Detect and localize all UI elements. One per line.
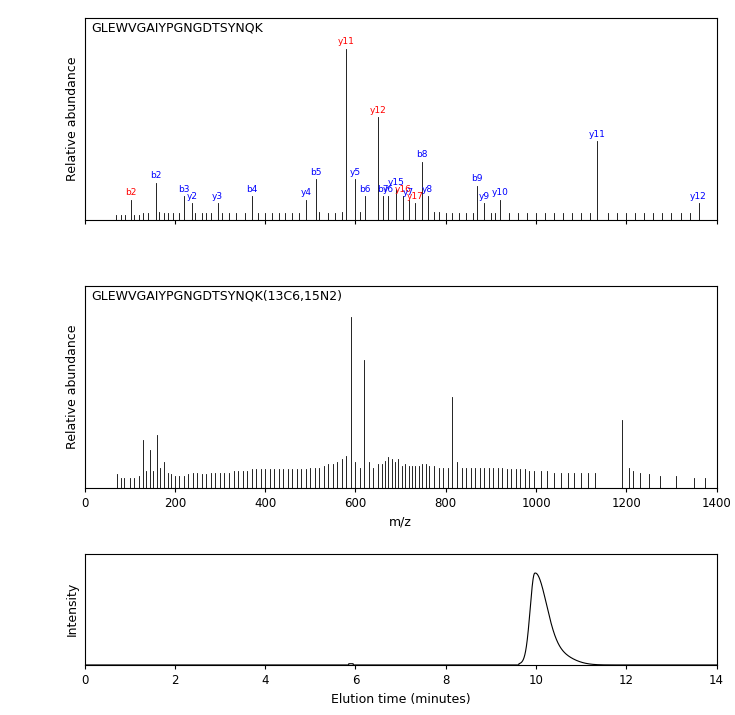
Text: b4: b4 bbox=[246, 184, 257, 194]
Text: y2: y2 bbox=[187, 192, 198, 201]
Y-axis label: Intensity: Intensity bbox=[66, 582, 79, 636]
Text: y11: y11 bbox=[589, 130, 606, 139]
Text: y17: y17 bbox=[407, 192, 424, 201]
Text: y15: y15 bbox=[387, 178, 404, 187]
Text: b9: b9 bbox=[472, 174, 483, 184]
Text: b8: b8 bbox=[417, 150, 428, 159]
Text: y8: y8 bbox=[422, 184, 433, 194]
Text: y9: y9 bbox=[478, 192, 490, 201]
Text: y12: y12 bbox=[690, 192, 707, 201]
Text: y3: y3 bbox=[212, 192, 223, 201]
Text: b2: b2 bbox=[150, 171, 162, 180]
Text: b5: b5 bbox=[310, 167, 322, 177]
Y-axis label: Relative abundance: Relative abundance bbox=[66, 325, 79, 449]
Text: y12: y12 bbox=[370, 106, 387, 115]
Text: GLEWVGAIYPGNGDTSYNQK: GLEWVGAIYPGNGDTSYNQK bbox=[91, 22, 262, 35]
Text: GLEWVGAIYPGNGDTSYNQK(13C6,15N2): GLEWVGAIYPGNGDTSYNQK(13C6,15N2) bbox=[91, 290, 342, 302]
Text: y4: y4 bbox=[301, 188, 311, 197]
X-axis label: Elution time (minutes): Elution time (minutes) bbox=[331, 693, 470, 706]
Text: y5: y5 bbox=[350, 167, 361, 177]
Text: b7: b7 bbox=[377, 184, 389, 194]
Text: y6: y6 bbox=[382, 184, 393, 194]
Text: y10: y10 bbox=[492, 188, 509, 197]
Y-axis label: Relative abundance: Relative abundance bbox=[66, 57, 79, 182]
Text: b2: b2 bbox=[125, 188, 136, 197]
Text: b3: b3 bbox=[179, 184, 190, 194]
X-axis label: m/z: m/z bbox=[389, 516, 412, 529]
Text: y7: y7 bbox=[403, 188, 415, 197]
Text: y11: y11 bbox=[338, 37, 355, 46]
Text: y16: y16 bbox=[395, 184, 412, 194]
Text: b6: b6 bbox=[359, 184, 371, 194]
